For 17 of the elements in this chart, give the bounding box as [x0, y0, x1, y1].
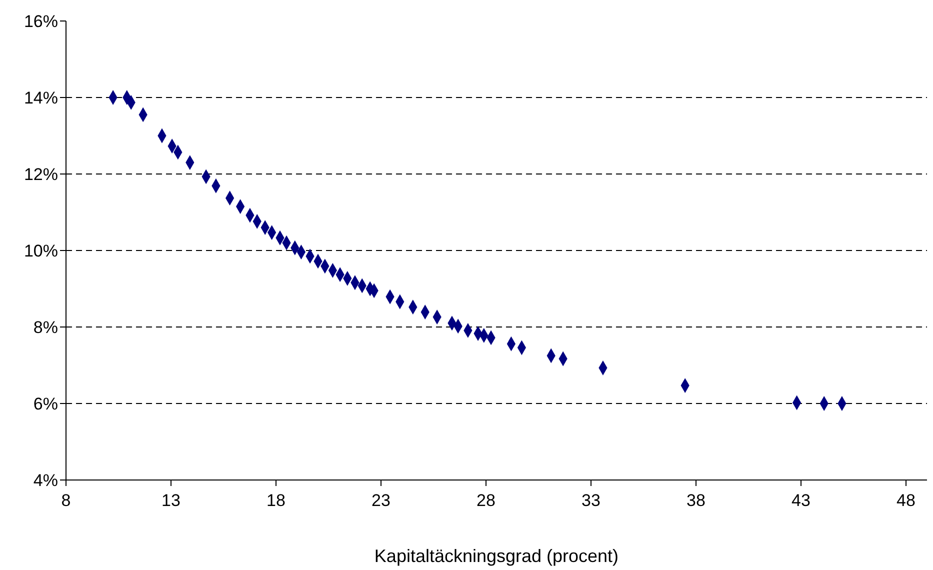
- x-tick-label: 43: [792, 491, 810, 510]
- y-tick-label: 12%: [24, 165, 58, 184]
- x-tick-label: 23: [372, 491, 390, 510]
- y-tick-label: 10%: [24, 242, 58, 261]
- y-tick-label: 14%: [24, 88, 58, 108]
- x-tick-label: 8: [61, 491, 71, 510]
- y-tick-label: 16%: [24, 12, 58, 32]
- x-tick-label: 38: [686, 491, 706, 510]
- x-tick-label: 13: [162, 491, 180, 510]
- x-axis-title: Kapitaltäckningsgrad (procent): [374, 546, 619, 566]
- y-tick-label: 8%: [33, 318, 58, 338]
- y-tick-label: 6%: [33, 394, 58, 414]
- x-tick-label: 48: [896, 491, 916, 510]
- y-tick-label: 4%: [33, 471, 58, 490]
- x-tick-label: 33: [582, 491, 600, 510]
- x-tick-label: 18: [266, 491, 286, 510]
- x-tick-label: 28: [476, 491, 496, 510]
